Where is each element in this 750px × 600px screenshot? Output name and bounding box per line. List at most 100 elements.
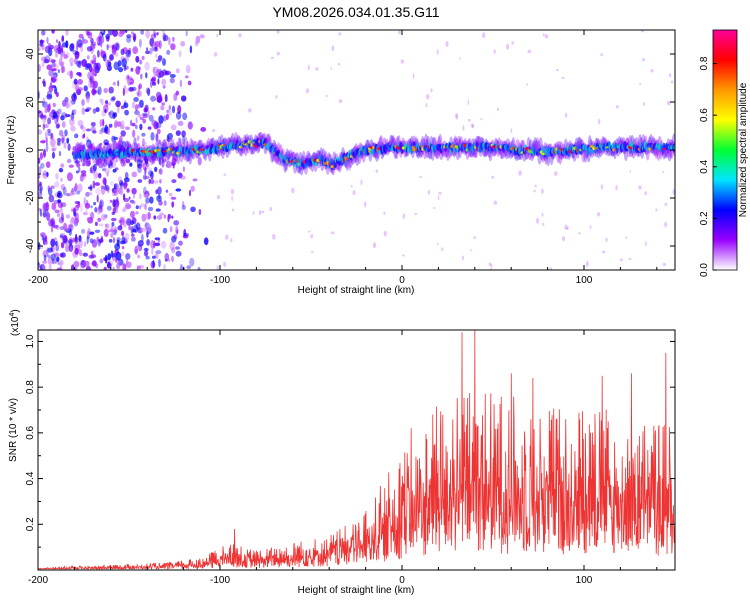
faint-speckle [306,88,309,94]
snr-ticks: -200 -100 0 100 0.2 0.4 0.6 0.8 1.0 [25,330,675,586]
noise-speckle [138,265,142,270]
noise-speckle [86,216,91,222]
noise-speckle [55,244,59,252]
noise-speckle [38,129,43,135]
noise-speckle [147,211,151,220]
noise-speckle [168,37,171,46]
faint-speckle [315,67,319,71]
noise-speckle [73,109,77,115]
faint-speckle [585,260,589,267]
noise-speckle [75,204,81,208]
faint-speckle [352,190,356,196]
noise-speckle [78,239,83,248]
faint-speckle [662,170,664,173]
noise-speckle [175,111,182,120]
noise-speckle [143,247,149,252]
faint-speckle [602,250,606,254]
noise-speckle [44,107,48,114]
noise-speckle [132,192,136,199]
noise-speckle [188,189,192,197]
noise-speckle [120,130,126,137]
noise-speckle [178,240,183,246]
noise-speckle [183,232,190,237]
noise-speckle [167,110,172,116]
noise-speckle [115,227,118,233]
noise-speckle [76,72,82,76]
y-tick-label: 0 [25,147,36,153]
faint-speckle [549,267,553,270]
noise-speckle [164,94,168,103]
noise-speckle [143,194,149,198]
noise-speckle [101,186,106,195]
noise-speckle [77,87,83,92]
faint-speckle [518,170,522,176]
noise-speckle [114,159,118,163]
noise-speckle [130,233,135,237]
noise-speckle [50,225,54,233]
noise-speckle [111,252,117,258]
noise-speckle [88,65,93,73]
noise-speckle [150,132,155,141]
noise-speckle [49,111,53,118]
faint-speckle [223,261,227,267]
noise-speckle [63,237,69,245]
noise-speckle [136,135,140,141]
snr-y-label: SNR (10 * v/v) [8,398,19,462]
noise-speckle [110,97,116,102]
noise-speckle [112,199,116,208]
noise-speckle [48,103,51,111]
faint-speckle [337,62,341,66]
noise-speckle [197,267,201,270]
noise-speckle [120,124,125,130]
noise-speckle [52,102,56,108]
noise-speckle [86,230,91,238]
faint-speckle [541,188,544,194]
faint-speckle [216,195,221,200]
noise-speckle [112,30,118,37]
noise-speckle [135,124,138,130]
noise-speckle [68,99,74,107]
noise-speckle [103,266,107,270]
noise-speckle [47,185,50,192]
noise-speckle [142,114,148,119]
noise-speckle [159,212,164,216]
noise-speckle [62,66,66,73]
noise-speckle [108,111,111,116]
noise-speckle [58,168,64,173]
noise-speckle [83,85,88,92]
noise-speckle [162,58,166,66]
faint-speckle [619,258,623,262]
faint-speckle [430,88,433,93]
noise-speckle [176,229,179,234]
faint-speckle [398,30,401,35]
noise-speckle [158,156,162,166]
noise-speckle [39,186,43,195]
noise-speckle [85,160,91,167]
noise-speckle [154,40,161,48]
faint-speckle [383,230,387,237]
faint-speckle [230,189,235,195]
noise-speckle [135,55,140,63]
noise-speckle [109,110,115,119]
noise-speckle [184,75,189,79]
noise-speckle [81,107,86,115]
noise-speckle [105,34,111,40]
noise-speckle [117,144,123,150]
noise-speckle [169,77,175,84]
noise-speckle [43,59,50,64]
snr-frame [37,329,676,571]
noise-speckle [173,234,178,240]
noise-speckle [60,252,66,258]
faint-speckle [461,255,464,261]
noise-speckle [157,78,160,85]
noise-speckle [91,87,96,96]
noise-speckle [39,263,46,270]
noise-speckle [90,121,96,127]
noise-speckle [108,123,113,128]
snr-x-tick-label: -100 [210,575,230,586]
noise-speckle [150,48,156,52]
noise-speckle [73,78,78,85]
snr-y-tick-label: 0.8 [25,380,36,394]
faint-speckle [641,58,646,62]
noise-speckle [100,235,103,243]
